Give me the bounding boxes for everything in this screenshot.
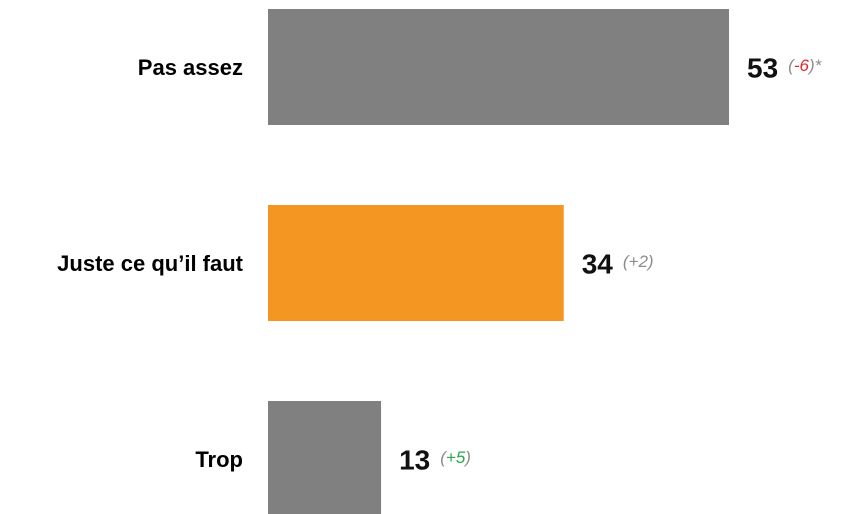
category-label: Pas assez: [138, 55, 243, 80]
change-part: (: [788, 56, 796, 75]
bar: [268, 205, 564, 321]
change-part: (: [440, 448, 448, 467]
value-label: 53: [747, 52, 778, 83]
value-label: 13: [399, 444, 430, 475]
value-label: 34: [582, 248, 614, 279]
change-part: +5: [446, 448, 466, 467]
change-annotation: (+2): [623, 252, 654, 271]
bar: [268, 9, 729, 125]
category-label: Trop: [195, 447, 243, 472]
change-part: (+2): [623, 252, 654, 271]
change-annotation: (-6)*: [788, 56, 822, 75]
change-annotation: (+5): [440, 448, 471, 467]
change-part: -6: [794, 56, 810, 75]
bar: [268, 401, 382, 514]
category-label: Juste ce qu’il faut: [57, 251, 243, 276]
change-part: )*: [807, 56, 823, 75]
change-part: ): [463, 448, 471, 467]
